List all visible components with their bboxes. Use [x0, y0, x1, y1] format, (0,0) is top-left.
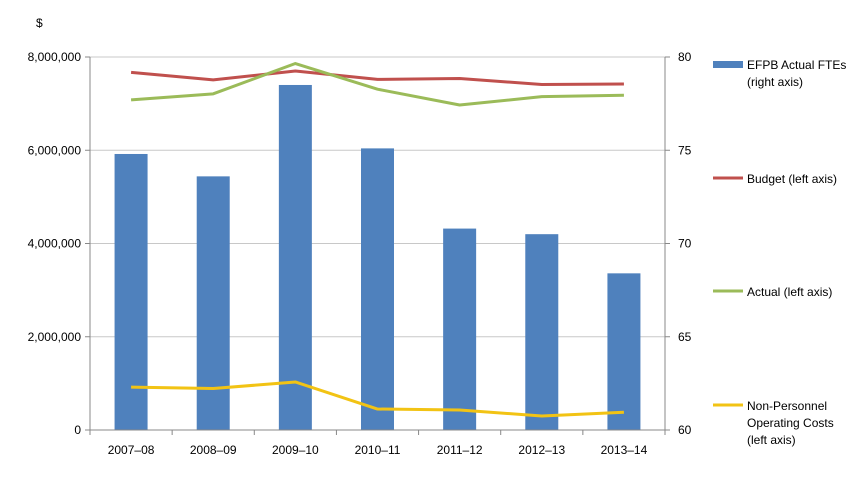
x-tick-label: 2007–08	[108, 443, 155, 457]
legend-label: Non-Personnel	[747, 399, 827, 413]
legend-entry: Budget (left axis)	[713, 172, 837, 186]
left-tick-label: 6,000,000	[28, 143, 82, 157]
legend-label: Actual (left axis)	[747, 285, 832, 299]
legend-label: (right axis)	[747, 75, 803, 89]
axes: 0 2,000,000 4,000,000 6,000,000 8,000,000 $60…	[28, 16, 692, 457]
right-tick-label: 75	[678, 143, 692, 157]
series-line	[130, 69, 624, 87]
series-line	[131, 380, 624, 418]
legend-entry: EFPB Actual FTEs (right axis)	[713, 58, 846, 89]
legend: EFPB Actual FTEs (right axis) Budget (left…	[713, 58, 846, 447]
legend-label: EFPB Actual FTEs	[747, 58, 846, 72]
x-tick-label: 2013–14	[601, 443, 648, 457]
left-axis-unit-label: $	[36, 16, 43, 30]
bar	[196, 176, 230, 430]
bar	[114, 153, 148, 431]
series-line	[130, 62, 624, 107]
right-tick-label: 70	[678, 237, 692, 251]
line-series	[130, 62, 624, 418]
left-tick-label: 4,000,000	[28, 237, 82, 251]
right-tick-label: 60	[678, 423, 692, 437]
legend-label: Operating Costs	[747, 416, 834, 430]
bar-series	[114, 84, 641, 431]
x-tick-label: 2012–13	[518, 443, 565, 457]
bar	[607, 273, 641, 430]
legend-label: (left axis)	[747, 433, 796, 447]
left-tick-label: 2,000,000	[28, 330, 82, 344]
left-tick-label: 0	[74, 423, 81, 437]
x-tick-label: 2008–09	[190, 443, 237, 457]
bar	[278, 84, 312, 430]
bar	[361, 148, 394, 430]
right-tick-label: 65	[678, 330, 692, 344]
legend-swatch	[713, 61, 743, 68]
legend-entry: Non-Personnel Operating Costs (left axis)	[713, 399, 834, 447]
legend-label: Budget (left axis)	[747, 172, 837, 186]
bar	[443, 228, 477, 430]
legend-entry: Actual (left axis)	[713, 285, 832, 299]
right-tick-label: 80	[678, 50, 692, 64]
bar	[525, 234, 559, 430]
x-tick-label: 2010–11	[355, 443, 401, 457]
left-tick-label: 8,000,000	[28, 50, 82, 64]
x-tick-label: 2011–12	[437, 443, 483, 457]
x-tick-label: 2009–10	[272, 443, 319, 457]
